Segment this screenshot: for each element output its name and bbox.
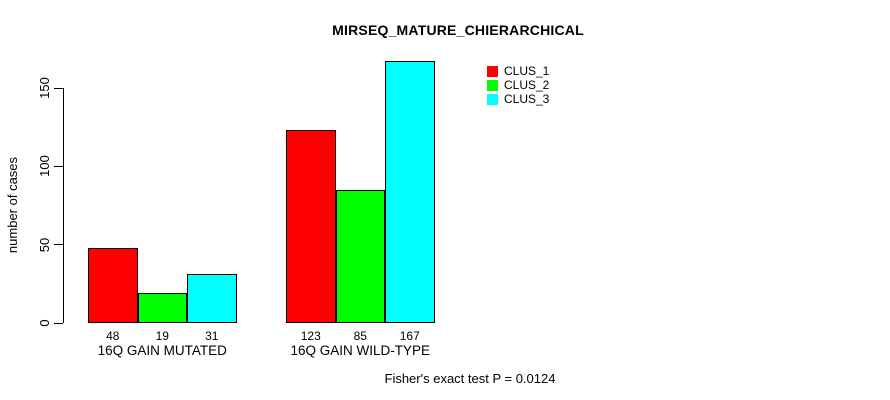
x-axis-category-label: 16Q GAIN MUTATED [97,343,227,358]
y-axis-label: number of cases [5,156,20,254]
y-axis-tick [54,244,63,246]
bar-clus_3-group1 [187,274,237,323]
legend-item-clus_2: CLUS_2 [487,79,549,92]
bar-value-label: 48 [106,329,120,343]
y-axis-tick [54,87,63,89]
legend-item-clus_1: CLUS_1 [487,65,549,78]
y-axis-tick [54,165,63,167]
bar-value-label: 123 [300,329,321,343]
bar-value-label: 31 [205,329,219,343]
bar-clus_1-group1 [88,247,138,323]
bar-clus_3-group2 [385,61,435,323]
x-axis-category-label: 16Q GAIN WILD-TYPE [290,343,431,358]
y-axis [63,88,64,323]
y-axis-tick-label: 150 [37,77,52,99]
bar-clus_2-group1 [137,293,187,323]
y-axis-tick [54,322,63,324]
bar-value-label: 167 [399,329,420,343]
chart-title: MIRSEQ_MATURE_CHIERARCHICAL [332,22,584,38]
y-axis-tick-label: 100 [37,155,52,178]
legend-item-clus_3: CLUS_3 [487,93,549,106]
bar-clus_2-group2 [335,189,385,323]
legend-label: CLUS_3 [504,92,550,106]
legend-swatch-clus_1 [487,66,498,77]
y-axis-tick-label: 50 [37,237,52,252]
bar-value-label: 85 [353,329,367,343]
annotation-fisher-test: Fisher's exact test P = 0.0124 [384,371,556,386]
legend-swatch-clus_2 [487,80,498,91]
legend-swatch-clus_3 [487,94,498,105]
legend-label: CLUS_2 [504,78,550,92]
bar-value-label: 19 [155,329,169,343]
legend-label: CLUS_1 [504,64,550,78]
bar-clus_1-group2 [286,130,336,323]
y-axis-tick-label: 0 [37,319,52,327]
